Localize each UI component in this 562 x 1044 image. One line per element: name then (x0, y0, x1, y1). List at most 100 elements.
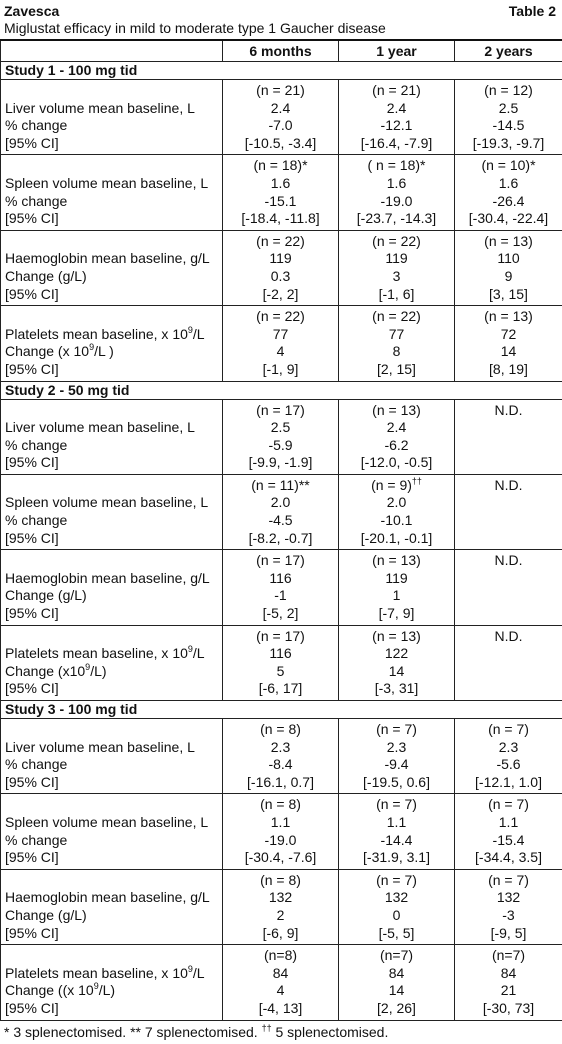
value-line: [-30.4, -22.4] (455, 210, 562, 228)
value-line: 1 (339, 587, 454, 605)
text-part: * 3 splenectomised. ** 7 splenectomised. (4, 1024, 262, 1040)
value-line: -12.1 (339, 117, 454, 135)
label-line: [95% CI] (5, 605, 222, 623)
value-cell: (n = 11)**2.0-4.5[-8.2, -0.7] (223, 474, 339, 549)
text-part: Change (x10 (5, 663, 85, 679)
value-line: [-3, 31] (339, 680, 454, 698)
value-line: [-7, 9] (339, 605, 454, 623)
value-cell: (n = 10)*1.6-26.4[-30.4, -22.4] (455, 155, 562, 230)
text-part: Platelets mean baseline, x 10 (5, 965, 188, 981)
label-line: [95% CI] (5, 286, 222, 304)
value-line: 2.5 (455, 100, 562, 118)
value-line: [-30, 73] (455, 1000, 562, 1018)
column-header: 1 year (339, 40, 455, 62)
label-line: [95% CI] (5, 925, 222, 943)
study-row: Study 1 - 100 mg tid (1, 62, 562, 80)
value-line: 84 (339, 965, 454, 983)
study-title: Study 3 - 100 mg tid (1, 701, 562, 719)
measure-label: Spleen volume mean baseline, L% change[9… (1, 155, 223, 230)
value-line: (n = 13) (339, 402, 454, 420)
value-line: -8.4 (223, 756, 338, 774)
label-line: Spleen volume mean baseline, L (5, 175, 222, 193)
value-line: 2.4 (339, 100, 454, 118)
text-part: Change (x 10 (5, 343, 89, 359)
value-line: (n = 11)** (223, 477, 338, 495)
value-line: [-10.5, -3.4] (223, 135, 338, 153)
value-line: 84 (455, 965, 562, 983)
value-line: 3 (339, 268, 454, 286)
label-line: % change (5, 117, 222, 135)
value-line: (n = 13) (455, 233, 562, 251)
value-line: -5.6 (455, 756, 562, 774)
title: Zavesca (4, 3, 558, 20)
value-line: N.D. (455, 628, 562, 646)
measure-row: Liver volume mean baseline, L% change[95… (1, 399, 562, 474)
value-line: [-12.0, -0.5] (339, 454, 454, 472)
value-line: 1.6 (339, 175, 454, 193)
value-line: 72 (455, 326, 562, 344)
value-line: 2.5 (223, 419, 338, 437)
value-line: [-23.7, -14.3] (339, 210, 454, 228)
value-line: 4 (223, 343, 338, 361)
table-label: Table 2 (509, 3, 556, 20)
study-row: Study 2 - 50 mg tid (1, 381, 562, 399)
value-line: ( n = 18)* (339, 157, 454, 175)
label-line: Change (g/L) (5, 907, 222, 925)
value-line: 110 (455, 250, 562, 268)
measure-row: Spleen volume mean baseline, L% change[9… (1, 474, 562, 549)
value-cell: (n = 18)*1.6-15.1[-18.4, -11.8] (223, 155, 339, 230)
value-line: (n = 9)†† (339, 477, 454, 495)
spacer (5, 721, 222, 739)
label-line: Spleen volume mean baseline, L (5, 814, 222, 832)
value-cell: (n = 21)2.4-12.1[-16.4, -7.9] (339, 80, 455, 155)
footnote: * 3 splenectomised. ** 7 splenectomised.… (0, 1021, 562, 1044)
label-line: [95% CI] (5, 454, 222, 472)
value-line: [2, 15] (339, 361, 454, 379)
superscript: †† (262, 1023, 272, 1033)
value-line: 2.0 (339, 494, 454, 512)
value-line: (n = 8) (223, 872, 338, 890)
column-header: 2 years (455, 40, 562, 62)
value-cell: (n = 21)2.4-7.0[-10.5, -3.4] (223, 80, 339, 155)
study-title: Study 1 - 100 mg tid (1, 62, 562, 80)
value-line: [2, 26] (339, 1000, 454, 1018)
value-line: [-5, 2] (223, 605, 338, 623)
value-line: 0 (339, 907, 454, 925)
label-line: Change ((x 109/L) (5, 982, 222, 1000)
measure-row: Spleen volume mean baseline, L% change[9… (1, 794, 562, 869)
value-cell: (n = 8)1.1-19.0[-30.4, -7.6] (223, 794, 339, 869)
value-cell: (n = 8)2.3-8.4[-16.1, 0.7] (223, 719, 339, 794)
value-line: (n = 8) (223, 796, 338, 814)
value-line: (n = 22) (339, 308, 454, 326)
value-cell: (n = 13)2.4-6.2[-12.0, -0.5] (339, 399, 455, 474)
value-line: (n = 7) (455, 796, 562, 814)
value-line: -15.4 (455, 832, 562, 850)
value-line: (n = 7) (339, 872, 454, 890)
measure-row: Liver volume mean baseline, L% change[95… (1, 80, 562, 155)
value-line: -19.0 (223, 832, 338, 850)
value-line: -26.4 (455, 193, 562, 211)
label-line: % change (5, 512, 222, 530)
value-line: 2.3 (339, 739, 454, 757)
measure-row: Spleen volume mean baseline, L% change[9… (1, 155, 562, 230)
value-line: 2.3 (223, 739, 338, 757)
value-cell: (n = 7)2.3-5.6[-12.1, 1.0] (455, 719, 562, 794)
value-line: [3, 15] (455, 286, 562, 304)
value-cell: (n = 7)1.1-14.4[-31.9, 3.1] (339, 794, 455, 869)
value-line: 14 (455, 343, 562, 361)
value-line: (n = 13) (339, 628, 454, 646)
text-part: 5 splenectomised. (272, 1024, 389, 1040)
value-cell: ( n = 18)*1.6-19.0[-23.7, -14.3] (339, 155, 455, 230)
label-line: Liver volume mean baseline, L (5, 739, 222, 757)
value-line: (n=7) (455, 947, 562, 965)
value-line: -9.4 (339, 756, 454, 774)
value-cell: (n = 17)2.5-5.9[-9.9, -1.9] (223, 399, 339, 474)
